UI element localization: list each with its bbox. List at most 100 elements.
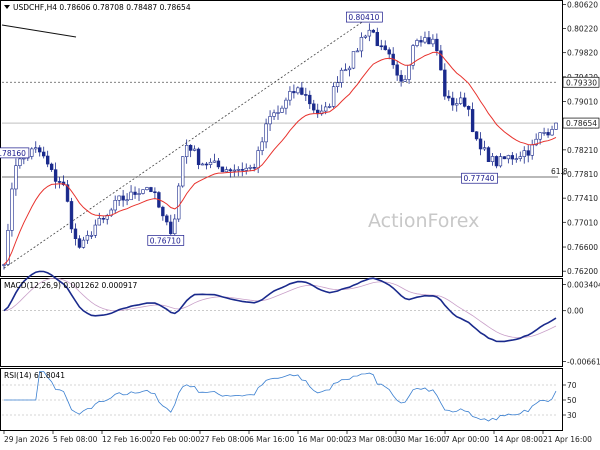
candle-body — [296, 87, 300, 94]
candle-body — [486, 147, 491, 163]
candle-body — [10, 188, 14, 231]
candle-body — [451, 97, 455, 106]
candle-body — [502, 156, 507, 160]
candle-body — [335, 82, 340, 87]
rsi-y-tick-label: 50 — [567, 396, 577, 405]
candle-body — [69, 201, 74, 230]
candle-body — [323, 106, 328, 112]
candle-body — [181, 156, 185, 187]
candle-body — [232, 169, 237, 172]
candle-body — [534, 138, 538, 146]
candle-body — [308, 94, 312, 105]
price-annotation-label: 0.76710 — [150, 236, 181, 245]
price-y-tick-label: 0.80220 — [567, 25, 598, 34]
price-annotation-label: 0.77740 — [464, 174, 495, 183]
macd-line — [3, 270, 557, 343]
candle-body — [73, 228, 78, 239]
symbol-header: USDCHF,H4 0.78606 0.78708 0.78487 0.7865… — [13, 3, 191, 12]
x-tick-label: 30 Mar 16:00 — [396, 435, 446, 444]
candle-body — [216, 160, 221, 168]
candle-body — [300, 87, 304, 95]
candle-body — [447, 95, 451, 99]
candle-body — [419, 40, 423, 43]
candle-body — [494, 156, 499, 167]
candle-body — [113, 200, 117, 211]
candle-body — [443, 69, 447, 97]
candle-body — [49, 163, 54, 170]
x-tick-label: 27 Feb 08:00 — [200, 435, 249, 444]
candle-body — [347, 67, 352, 71]
candle-body — [248, 167, 252, 169]
candle-body — [478, 138, 483, 150]
candle-body — [125, 199, 129, 202]
candle-body — [200, 163, 205, 166]
candle-body — [415, 40, 419, 46]
price-series-layer: 0.80410 0.76710 0.77740 0.78160 61.8 — [0, 11, 568, 270]
price-annotation-box — [0, 147, 30, 159]
candle-body — [141, 189, 145, 194]
candle-body — [53, 169, 58, 182]
candle-body — [184, 144, 189, 158]
candle-body — [81, 239, 86, 248]
candle-body — [204, 163, 209, 166]
rsi-panel-frame — [0, 368, 563, 431]
candle-body — [34, 147, 38, 150]
candle-body — [196, 148, 201, 166]
candle-body — [474, 131, 479, 140]
x-tick-label: 7 Apr 00:00 — [445, 435, 489, 444]
candle-body — [522, 150, 526, 157]
drawn-line — [1, 24, 77, 38]
candle-body — [554, 122, 558, 130]
watermark: ActionForex — [368, 210, 479, 232]
candle-body — [506, 155, 511, 160]
x-tick-label: 29 Jan 2026 — [4, 435, 49, 444]
price-annotation-box — [147, 235, 185, 246]
candle-body — [320, 110, 324, 115]
price-annotation-box — [346, 11, 383, 23]
candle-body — [228, 169, 233, 172]
candle-body — [188, 144, 193, 151]
x-tick-label: 6 Mar 16:00 — [249, 435, 295, 444]
candle-body — [236, 169, 240, 171]
candle-body — [169, 221, 173, 235]
candle-body — [240, 169, 244, 171]
moving-average-line — [3, 51, 557, 265]
candle-body — [165, 215, 169, 223]
candle-body — [292, 91, 296, 94]
price-marker-label: 0.78654 — [566, 119, 597, 128]
candle-body — [514, 158, 518, 160]
candle-body — [403, 79, 407, 82]
rsi-line — [4, 371, 557, 422]
candle-body — [173, 218, 177, 235]
price-y-tick-label: 0.80620 — [567, 0, 598, 9]
candle-body — [252, 167, 256, 169]
candle-body — [510, 155, 515, 160]
candle-body — [304, 94, 308, 96]
dropdown-triangle-icon — [4, 5, 10, 9]
candle-body — [367, 29, 372, 37]
x-tick-label: 16 Mar 00:00 — [298, 435, 348, 444]
price-annotation-label: 0.78160 — [0, 149, 26, 158]
candle-body — [455, 103, 459, 106]
candle-body — [427, 37, 431, 45]
candle-body — [498, 156, 503, 167]
candle-body — [101, 217, 105, 220]
candle-body — [42, 151, 46, 157]
rsi-title: RSI(14) 61.8041 — [4, 371, 65, 380]
candle-body — [149, 187, 153, 193]
candle-body — [470, 109, 475, 133]
candle-body — [375, 31, 379, 47]
candle-body — [220, 166, 225, 173]
candle-body — [2, 264, 6, 266]
candle-body — [65, 184, 70, 202]
candle-body — [530, 144, 534, 156]
candle-body — [459, 97, 463, 104]
price-marker-box — [562, 76, 600, 88]
candle-body — [14, 165, 18, 190]
price-annotation-label: 0.80410 — [348, 13, 379, 22]
candle-body — [387, 49, 391, 55]
rsi-y-tick-label: 30 — [567, 411, 577, 420]
candle-body — [343, 69, 348, 72]
x-tick-label: 14 Apr 08:00 — [494, 435, 543, 444]
